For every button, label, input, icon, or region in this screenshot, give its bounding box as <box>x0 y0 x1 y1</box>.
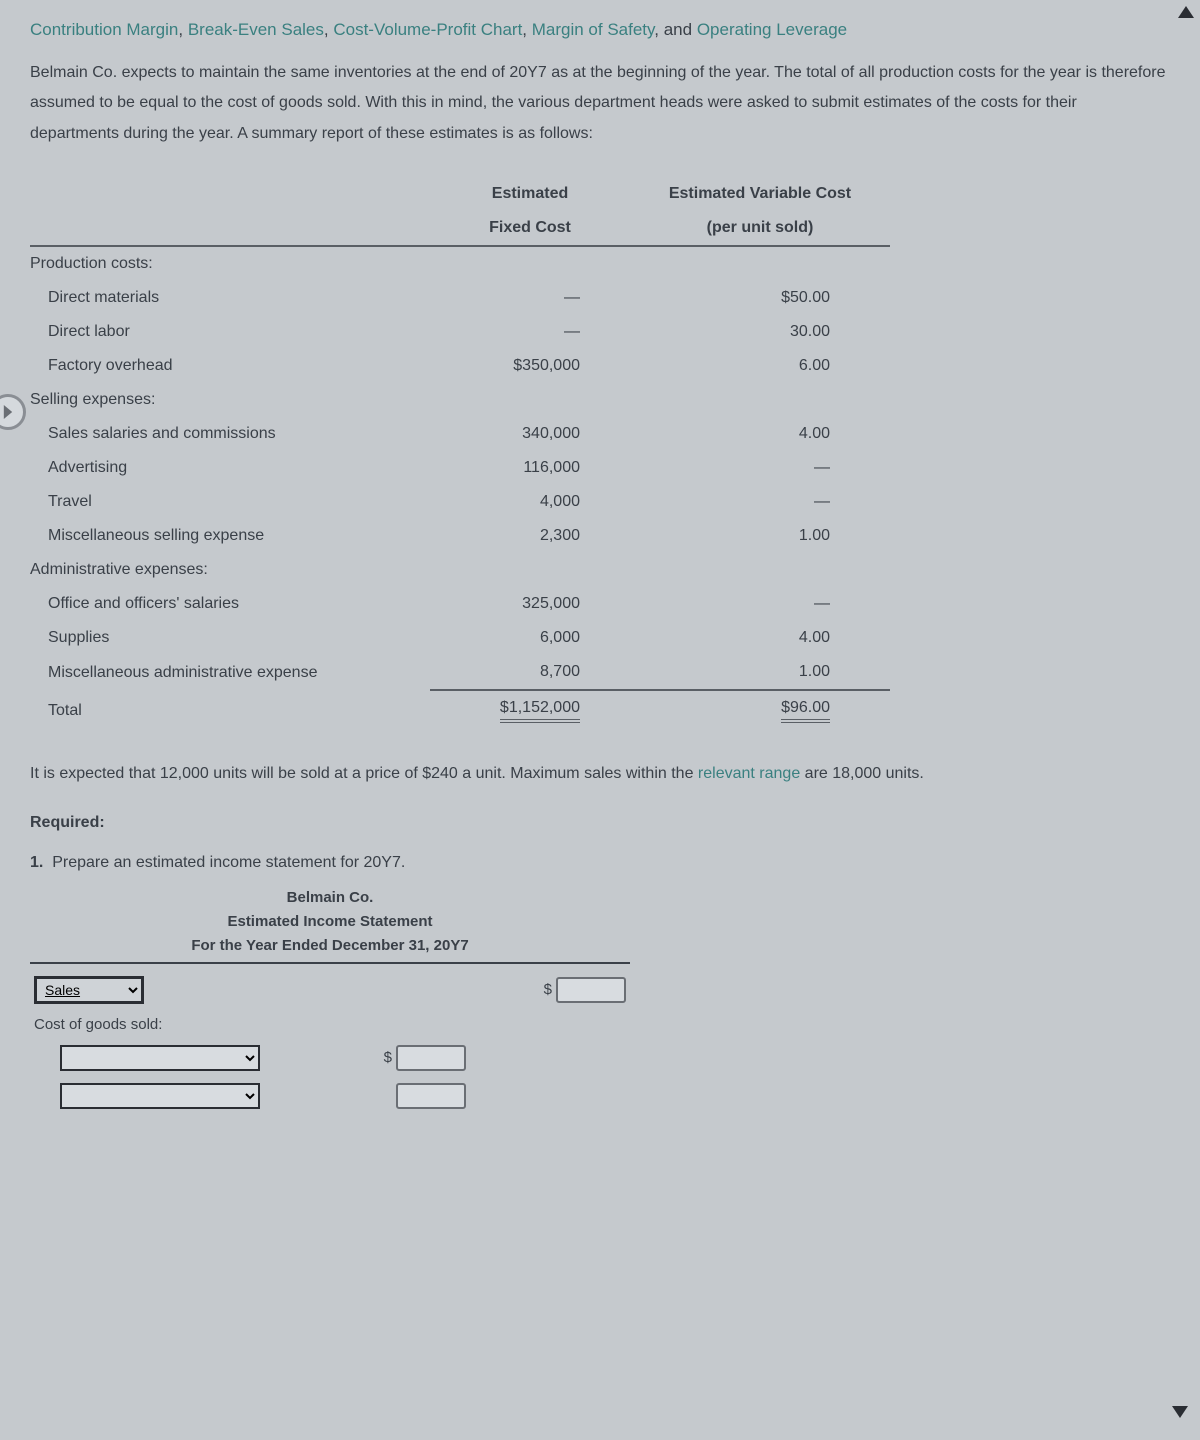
section-admin: Administrative expenses: <box>30 553 430 587</box>
row-total: Total <box>30 690 430 731</box>
row-office-salaries: Office and officers' salaries <box>30 587 430 621</box>
cogs-item1-select[interactable] <box>60 1045 260 1071</box>
dollar-sign: $ <box>544 981 556 998</box>
requirement-1: 1. Prepare an estimated income statement… <box>30 854 1170 872</box>
section-production: Production costs: <box>30 246 430 281</box>
row-sales-salaries: Sales salaries and commissions <box>30 417 430 451</box>
row-misc-selling: Miscellaneous selling expense <box>30 519 430 553</box>
row-direct-materials: Direct materials <box>30 281 430 315</box>
title-seg-operating-leverage: Operating Leverage <box>697 20 847 39</box>
sales-amount-input[interactable] <box>556 977 626 1003</box>
title-seg-contribution-margin: Contribution Margin <box>30 20 178 39</box>
stmt-company: Belmain Co. <box>30 886 630 910</box>
chevron-right-icon <box>1 405 15 419</box>
dollar-sign: $ <box>384 1049 396 1066</box>
prev-nav-button[interactable] <box>0 394 26 430</box>
row-supplies: Supplies <box>30 621 430 655</box>
income-statement-template: Belmain Co. Estimated Income Statement F… <box>30 886 630 1115</box>
row-direct-labor: Direct labor <box>30 315 430 349</box>
row-advertising: Advertising <box>30 451 430 485</box>
cost-estimates-table: Estimated Estimated Variable Cost Fixed … <box>30 177 890 731</box>
scroll-down-icon[interactable] <box>1172 1406 1188 1418</box>
row-factory-overhead: Factory overhead <box>30 349 430 383</box>
col-header-var-l1: Estimated Variable Cost <box>630 177 890 211</box>
sales-line-select[interactable]: Sales <box>34 976 144 1004</box>
cogs-label: Cost of goods sold: <box>30 1010 630 1039</box>
col-header-var-l2: (per unit sold) <box>630 211 890 246</box>
cogs-item1-amount[interactable] <box>396 1045 466 1071</box>
stmt-title: Estimated Income Statement <box>30 910 630 934</box>
expected-sales-paragraph: It is expected that 12,000 units will be… <box>30 759 1170 789</box>
intro-paragraph: Belmain Co. expects to maintain the same… <box>30 58 1170 149</box>
stmt-period: For the Year Ended December 31, 20Y7 <box>30 934 630 958</box>
cogs-item2-amount[interactable] <box>396 1083 466 1109</box>
section-selling: Selling expenses: <box>30 383 430 417</box>
title-seg-break-even: Break-Even Sales <box>188 20 324 39</box>
col-header-fixed-l2: Fixed Cost <box>430 211 630 246</box>
title-seg-margin-safety: Margin of Safety <box>532 20 655 39</box>
cogs-item2-select[interactable] <box>60 1083 260 1109</box>
page-content: Contribution Margin, Break-Even Sales, C… <box>0 0 1200 1440</box>
page-title: Contribution Margin, Break-Even Sales, C… <box>30 20 1170 40</box>
scroll-up-icon[interactable] <box>1178 6 1194 18</box>
title-seg-cvp-chart: Cost-Volume-Profit Chart <box>333 20 522 39</box>
col-header-fixed-l1: Estimated <box>430 177 630 211</box>
row-travel: Travel <box>30 485 430 519</box>
relevant-range-link[interactable]: relevant range <box>698 765 800 782</box>
row-misc-admin: Miscellaneous administrative expense <box>30 655 430 690</box>
required-heading: Required: <box>30 814 1170 832</box>
